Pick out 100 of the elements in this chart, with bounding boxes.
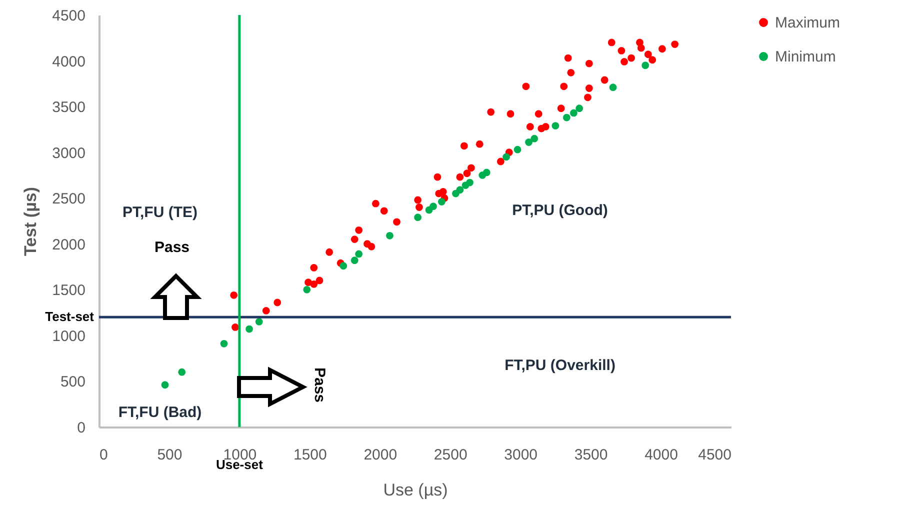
x-tick-label: 1500 (293, 446, 327, 464)
point (310, 280, 318, 288)
point (430, 202, 437, 210)
point (542, 122, 550, 130)
legend-label: Minimum (775, 48, 836, 66)
point (567, 68, 575, 76)
point (609, 84, 617, 92)
point (310, 264, 318, 272)
point (350, 236, 358, 244)
point (496, 158, 504, 166)
point (644, 50, 652, 58)
y-tick-label: 500 (60, 374, 86, 391)
point (463, 170, 471, 178)
legend-label: Maximum (775, 14, 840, 32)
x-tick-label: 3000 (504, 446, 538, 464)
point (562, 114, 570, 122)
point (526, 122, 534, 130)
point (502, 153, 510, 161)
point (414, 196, 422, 204)
point (380, 207, 388, 215)
point (350, 256, 358, 264)
annotation: FT,PU (Overkill) (504, 357, 616, 374)
point (585, 60, 593, 68)
point (262, 307, 270, 314)
x-tick-label: 4000 (644, 446, 678, 464)
point (476, 140, 484, 148)
y-axis-title: Test (µs) (21, 187, 40, 256)
y-tick-label: 2500 (52, 190, 86, 208)
point (303, 286, 311, 294)
point (466, 178, 474, 186)
point (439, 188, 447, 196)
x-tick-label: 2500 (434, 446, 468, 464)
point (368, 242, 376, 250)
point (178, 368, 186, 376)
point (585, 84, 593, 92)
point (525, 138, 532, 146)
y-tick-label: 1500 (52, 282, 86, 300)
point (658, 45, 666, 53)
point (386, 232, 394, 240)
point (232, 324, 239, 331)
x-tick-label: 0 (100, 446, 108, 464)
point (618, 47, 626, 54)
point (514, 146, 522, 154)
point (608, 38, 616, 46)
point (467, 164, 475, 172)
point (246, 325, 253, 333)
point (220, 340, 228, 348)
point (274, 298, 282, 306)
point (456, 186, 464, 194)
point (326, 248, 334, 256)
x-axis-title: Use (µs) (383, 480, 448, 500)
point (393, 218, 400, 226)
point (584, 94, 592, 102)
point (671, 40, 679, 48)
annotation: Pass (311, 367, 328, 403)
point (560, 82, 568, 90)
point (372, 200, 380, 208)
point (506, 110, 514, 118)
point (355, 226, 363, 234)
point (487, 108, 495, 116)
point (557, 104, 565, 112)
point (340, 262, 348, 270)
point (460, 142, 468, 150)
point (570, 109, 578, 117)
ref-line-label: Test-set (45, 309, 95, 324)
point (637, 44, 645, 52)
x-tick-label: 3500 (574, 446, 608, 464)
annotation: FT,FU (Bad) (118, 404, 202, 421)
point (482, 168, 490, 176)
point (255, 318, 263, 326)
y-tick-label: 1000 (52, 328, 86, 345)
point (628, 54, 635, 62)
y-tick-label: 4500 (52, 8, 86, 24)
point (642, 62, 650, 70)
y-tick-label: 0 (77, 420, 86, 436)
point (648, 56, 656, 64)
annotation: PT,PU (Good) (512, 202, 608, 219)
point (355, 250, 363, 258)
point (600, 76, 608, 84)
point (414, 214, 422, 222)
point (564, 54, 572, 62)
x-tick-label: 500 (157, 446, 182, 464)
y-tick-label: 4000 (52, 53, 86, 70)
point (316, 276, 324, 284)
point (230, 291, 238, 299)
y-tick-label: 2000 (52, 236, 86, 254)
point (552, 122, 560, 130)
point (161, 381, 169, 389)
point (522, 82, 530, 90)
point (530, 134, 538, 142)
point (416, 204, 423, 211)
point (456, 173, 464, 181)
point (576, 104, 584, 112)
y-tick-label: 3000 (52, 144, 86, 162)
point (534, 110, 542, 118)
annotation: Pass (154, 239, 190, 256)
annotation: PT,FU (TE) (122, 204, 198, 221)
point (434, 173, 442, 181)
x-tick-label: 4500 (698, 446, 732, 464)
point (438, 198, 446, 206)
